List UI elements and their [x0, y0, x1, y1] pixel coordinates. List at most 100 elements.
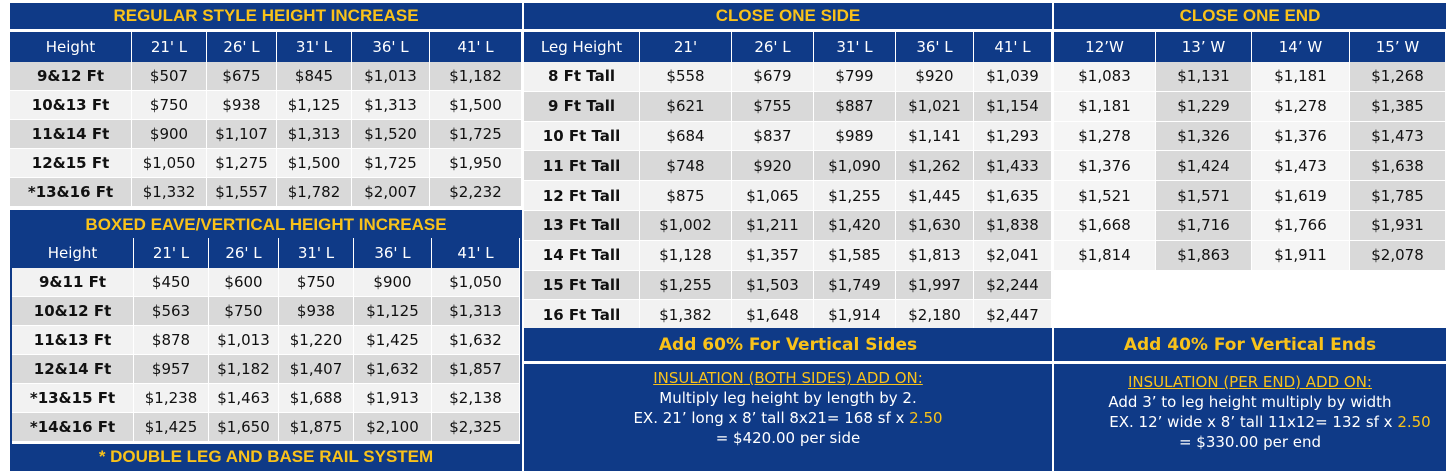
regular-style-table: Height 21' L 26' L 31' L 36' L 41' L 9&12 Ft $… [10, 32, 522, 207]
price-cell: $1,002 [640, 210, 732, 241]
column-header: 21' [640, 32, 732, 62]
insulation-sides-box: INSULATION (BOTH SIDES) ADD ON: Multiply… [524, 364, 1052, 471]
price-cell: $2,447 [974, 300, 1052, 331]
row-label: 10&13 Ft [10, 91, 132, 120]
vertical-ends-note: Add 40% For Vertical Ends [1054, 328, 1446, 361]
table-row: 10&12 Ft $563 $750 $938 $1,125 $1,313 [12, 297, 520, 326]
price-cell: $2,244 [974, 270, 1052, 301]
price-cell: $920 [896, 62, 974, 92]
table-row: 11 Ft Tall $748 $920 $1,090 $1,262 $1,433 [524, 151, 1052, 182]
price-cell: $1,445 [896, 181, 974, 211]
insulation-sides-line2: EX. 21’ long x 8’ tall 8x21= 168 sf x 2.… [524, 408, 1052, 428]
column-header: 36' L [352, 32, 430, 62]
insulation-ends-line3: = $330.00 per end [1178, 433, 1322, 451]
price-cell: $2,232 [430, 178, 522, 207]
row-label: *14&16 Ft [12, 413, 134, 442]
price-cell: $900 [132, 120, 207, 149]
price-cell: $1,181 [1054, 91, 1156, 122]
price-cell: $675 [207, 62, 277, 91]
price-cell: $1,500 [430, 91, 522, 120]
row-label: 13 Ft Tall [524, 210, 640, 241]
price-cell: $1,313 [277, 120, 352, 149]
price-cell: $1,424 [1156, 151, 1252, 182]
price-cell: $1,638 [1350, 151, 1446, 182]
price-cell: $1,914 [814, 300, 896, 331]
price-cell: $1,357 [732, 240, 814, 271]
price-cell: $1,813 [896, 240, 974, 271]
table-row: 15 Ft Tall $1,255 $1,503 $1,749 $1,997 $2,244 [524, 270, 1052, 301]
close-one-end-table: 12’W 13’ W 14’ W 15’ W $1,083 $1,131 $1,181 $1… [1054, 32, 1446, 271]
close-one-end-section: CLOSE ONE END 12’W 13’ W 14’ W 15’ W $1,083… [1054, 3, 1446, 325]
price-cell: $1,749 [814, 270, 896, 301]
column-header: 36' L [354, 238, 432, 268]
price-cell: $450 [134, 268, 209, 297]
price-cell: $600 [209, 268, 279, 297]
regular-table-body: 9&12 Ft $507 $675 $845 $1,013 $1,182 10&13 Ft $… [10, 62, 522, 207]
price-cell: $957 [134, 355, 209, 384]
price-cell: $1,220 [279, 326, 354, 355]
price-cell: $1,814 [1054, 240, 1156, 271]
price-cell: $748 [640, 151, 732, 182]
column-header: 41' L [974, 32, 1052, 62]
table-row: 9&12 Ft $507 $675 $845 $1,013 $1,182 [10, 62, 522, 91]
table-row: 11&13 Ft $878 $1,013 $1,220 $1,425 $1,632 [12, 326, 520, 355]
price-cell: $1,141 [896, 121, 974, 152]
price-cell: $1,648 [732, 300, 814, 331]
price-cell: $1,278 [1054, 121, 1156, 152]
insulation-ends-example: EX. 12’ wide x 8’ tall 11x12= 132 sf x [1109, 413, 1398, 431]
price-cell: $1,863 [1156, 240, 1252, 271]
price-cell: $920 [732, 151, 814, 182]
row-label: 9 Ft Tall [524, 91, 640, 122]
row-label: 8 Ft Tall [524, 62, 640, 92]
row-label: 16 Ft Tall [524, 300, 640, 331]
column-header: 21' L [134, 238, 209, 268]
insulation-ends-box: INSULATION (PER END) ADD ON: Add 3’ to l… [1054, 364, 1446, 471]
price-cell: $1,013 [352, 62, 430, 91]
column-header: 41' L [432, 238, 520, 268]
price-cell: $1,913 [354, 384, 432, 413]
price-cell: $1,154 [974, 91, 1052, 122]
price-cell: $1,911 [1252, 240, 1350, 271]
price-cell: $1,635 [974, 181, 1052, 211]
price-cell: $1,521 [1054, 181, 1156, 211]
boxed-eave-title: BOXED EAVE/VERTICAL HEIGHT INCREASE [12, 212, 520, 238]
table-row: $1,376 $1,424 $1,473 $1,638 [1054, 151, 1446, 182]
price-cell: $1,473 [1252, 151, 1350, 182]
table-row: *13&15 Ft $1,238 $1,463 $1,688 $1,913 $2,138 [12, 384, 520, 413]
insulation-ends-label: INSULATION [1128, 373, 1224, 391]
regular-style-title: REGULAR STYLE HEIGHT INCREASE [10, 3, 522, 29]
price-cell: $875 [640, 181, 732, 211]
table-row: 13 Ft Tall $1,002 $1,211 $1,420 $1,630 $1,838 [524, 210, 1052, 241]
row-label: *13&16 Ft [10, 178, 132, 207]
column-header: Leg Height [524, 32, 640, 62]
price-cell: $1,268 [1350, 62, 1446, 92]
price-cell: $1,275 [207, 149, 277, 178]
price-cell: $750 [209, 297, 279, 326]
boxed-eave-table: Height 21' L 26' L 31' L 36' L 41' L 9&11 Ft $… [12, 238, 520, 442]
table-row: 10 Ft Tall $684 $837 $989 $1,141 $1,293 [524, 121, 1052, 152]
price-cell: $2,325 [432, 413, 520, 442]
price-cell: $755 [732, 91, 814, 122]
close-one-side-section: CLOSE ONE SIDE Leg Height 21' 26' L 31' L 36… [524, 3, 1052, 331]
column-header: 12’W [1054, 32, 1156, 62]
row-label: 12&15 Ft [10, 149, 132, 178]
table-row: 9 Ft Tall $621 $755 $887 $1,021 $1,154 [524, 91, 1052, 122]
price-cell: $1,997 [896, 270, 974, 301]
column-header: 31' L [279, 238, 354, 268]
column-header: 31' L [277, 32, 352, 62]
price-cell: $1,238 [134, 384, 209, 413]
price-cell: $1,782 [277, 178, 352, 207]
close-end-header-row: 12’W 13’ W 14’ W 15’ W [1054, 32, 1446, 62]
insulation-ends-qualifier: (PER END) ADD ON: [1223, 373, 1372, 391]
price-cell: $2,007 [352, 178, 430, 207]
price-cell: $2,041 [974, 240, 1052, 271]
price-cell: $1,650 [209, 413, 279, 442]
price-cell: $1,463 [209, 384, 279, 413]
price-cell: $750 [132, 91, 207, 120]
price-cell: $1,385 [1350, 91, 1446, 122]
table-row: 12&14 Ft $957 $1,182 $1,407 $1,632 $1,857 [12, 355, 520, 384]
price-cell: $1,128 [640, 240, 732, 271]
column-header: 15’ W [1350, 32, 1446, 62]
price-cell: $1,131 [1156, 62, 1252, 92]
row-label: 9&12 Ft [10, 62, 132, 91]
